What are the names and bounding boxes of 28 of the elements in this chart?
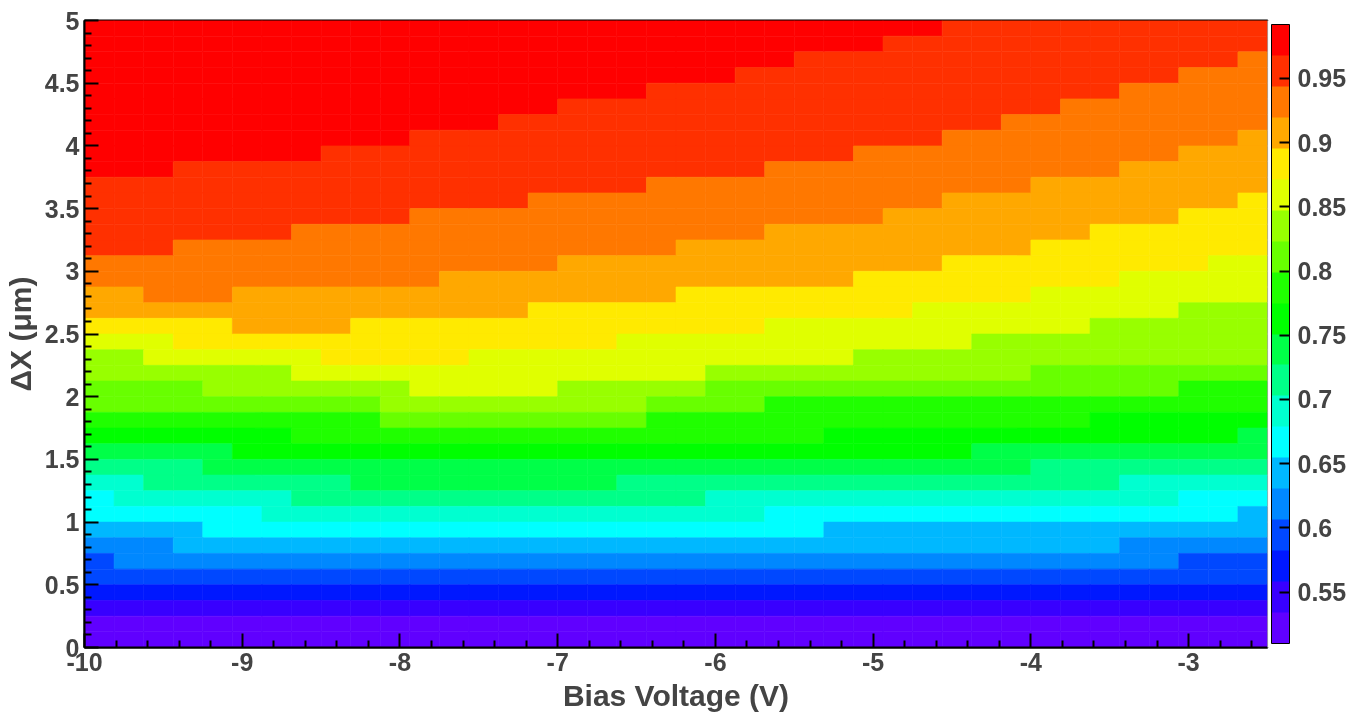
color-bar-label: 0.65 bbox=[1297, 449, 1347, 478]
x-tick-label: -6 bbox=[704, 647, 727, 676]
color-bar-label: 0.85 bbox=[1297, 192, 1347, 221]
color-bar-label: 0.55 bbox=[1297, 578, 1347, 607]
y-tick-label: 2 bbox=[65, 382, 80, 411]
color-bar-label: 0.8 bbox=[1297, 257, 1333, 286]
y-tick-label: 4 bbox=[65, 131, 80, 160]
x-tick-label: -8 bbox=[388, 647, 412, 676]
color-bar-label: 0.95 bbox=[1297, 64, 1347, 93]
y-tick-label: 5 bbox=[65, 6, 80, 35]
color-bar-label: 0.7 bbox=[1297, 385, 1333, 414]
x-tick-label: -9 bbox=[231, 647, 254, 676]
x-tick-label: -7 bbox=[546, 647, 569, 676]
y-tick-label: 1 bbox=[65, 508, 80, 537]
y-axis-title: ΔX (μm) bbox=[3, 276, 37, 392]
y-tick-label: 4.5 bbox=[44, 69, 80, 98]
y-tick-label: 0.5 bbox=[44, 570, 80, 599]
y-tick-label: 3.5 bbox=[44, 194, 80, 223]
y-tick-label: 1.5 bbox=[44, 445, 80, 474]
color-bar-label: 0.75 bbox=[1297, 321, 1347, 350]
x-tick-label: -5 bbox=[862, 647, 885, 676]
x-tick-label: -4 bbox=[1019, 647, 1043, 676]
color-bar-label: 0.9 bbox=[1297, 128, 1333, 157]
x-axis-title: Bias Voltage (V) bbox=[562, 678, 790, 712]
y-tick-label: 3 bbox=[65, 257, 80, 286]
y-tick-label: 2.5 bbox=[44, 320, 80, 348]
x-tick-label: -3 bbox=[1177, 647, 1200, 676]
color-bar-label: 0.6 bbox=[1297, 513, 1333, 542]
